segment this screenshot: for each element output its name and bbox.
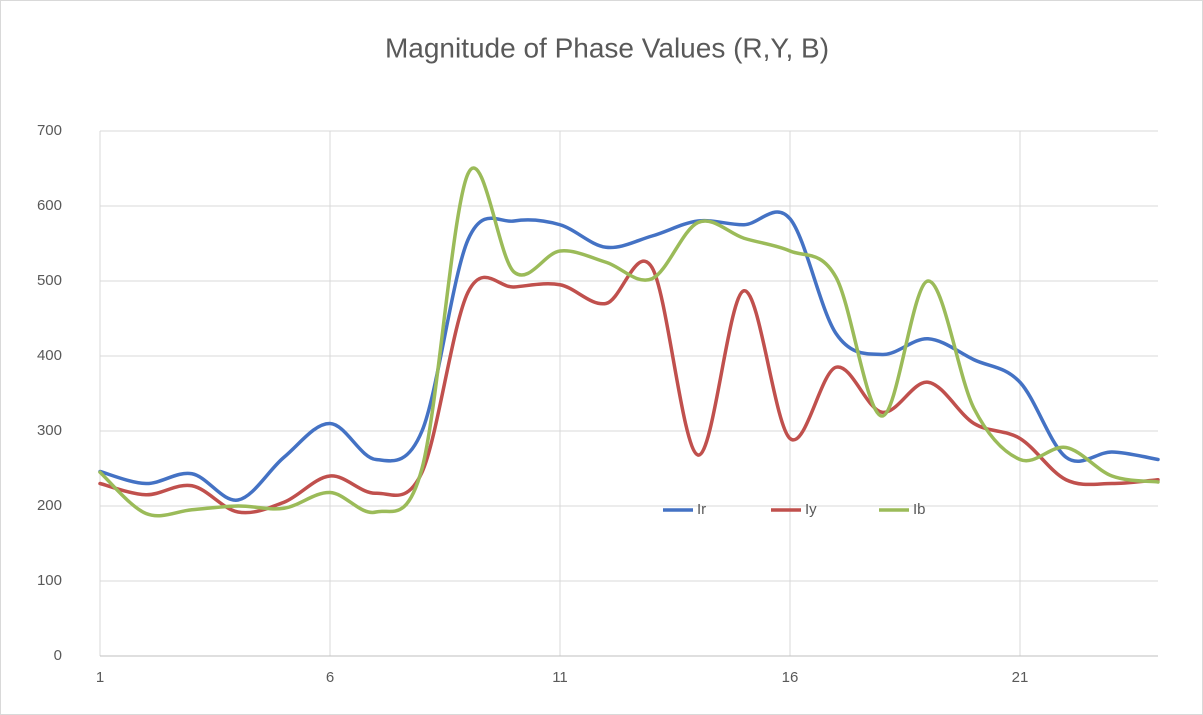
y-tick-label: 200 bbox=[37, 497, 62, 514]
y-tick-label: 700 bbox=[37, 122, 62, 139]
legend-label: Iy bbox=[805, 501, 817, 518]
x-tick-label: 21 bbox=[1012, 669, 1029, 686]
x-tick-label: 1 bbox=[96, 669, 104, 686]
y-tick-label: 100 bbox=[37, 572, 62, 589]
line-series bbox=[98, 259, 1160, 515]
y-tick-label: 400 bbox=[37, 347, 62, 364]
legend-label: Ib bbox=[913, 501, 926, 518]
chart-title: Magnitude of Phase Values (R,Y, B) bbox=[385, 32, 829, 63]
y-tick-label: 600 bbox=[37, 197, 62, 214]
y-tick-label: 0 bbox=[54, 647, 62, 664]
x-tick-label: 11 bbox=[552, 669, 568, 686]
x-tick-label: 6 bbox=[326, 669, 334, 686]
line-series bbox=[98, 210, 1160, 502]
y-tick-label: 500 bbox=[37, 272, 62, 289]
y-tick-label: 300 bbox=[37, 422, 62, 439]
line-series bbox=[98, 166, 1160, 518]
legend-label: Ir bbox=[697, 501, 706, 518]
x-tick-label: 16 bbox=[782, 669, 799, 686]
